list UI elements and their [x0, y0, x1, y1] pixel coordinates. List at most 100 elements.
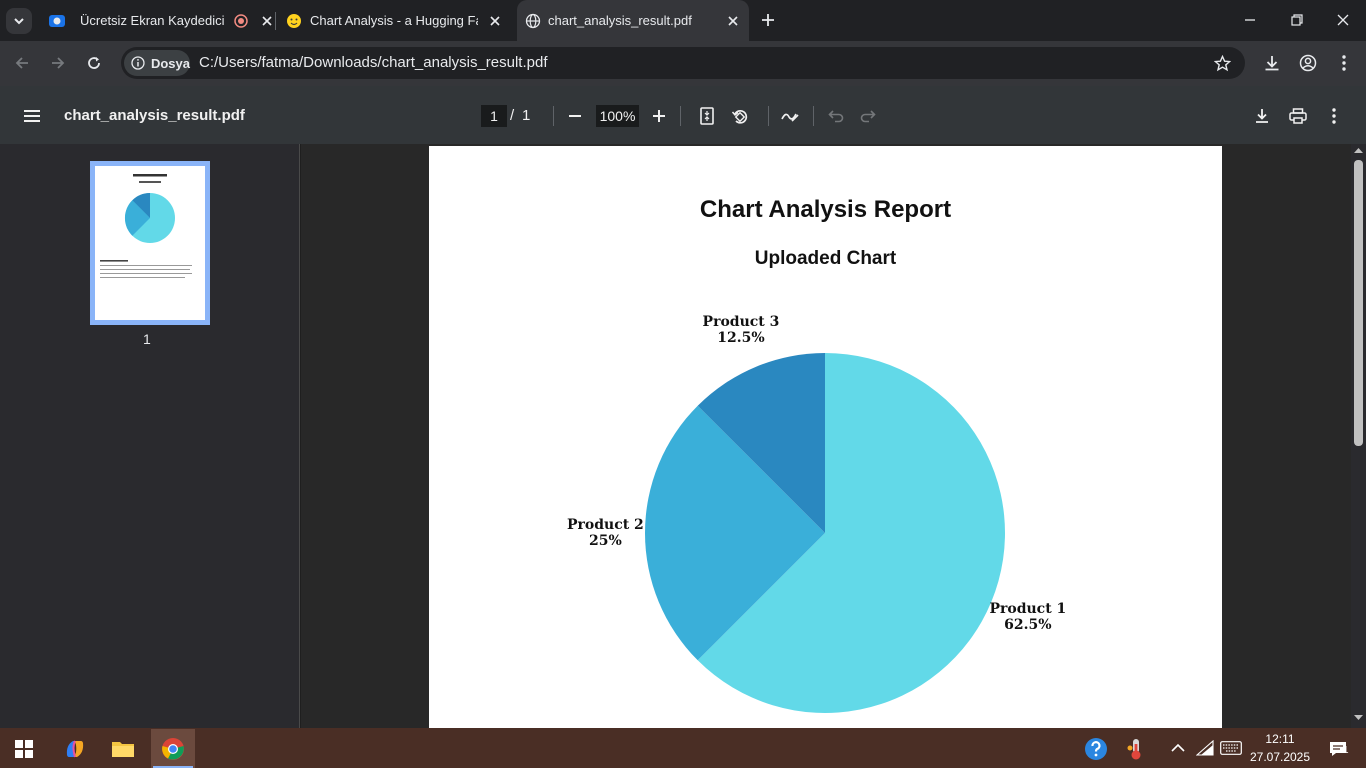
print-icon [1289, 108, 1307, 124]
star-icon [1213, 54, 1231, 71]
tab-screen-recorder[interactable]: Ücretsiz Ekran Kaydedici – V [40, 0, 272, 41]
pdf-toolbar [0, 86, 1366, 144]
clock-time[interactable]: 12:11 [1265, 732, 1295, 746]
minus-icon [569, 115, 581, 117]
back-button[interactable] [10, 51, 34, 75]
active-app-indicator [153, 766, 193, 768]
close-icon[interactable] [262, 15, 272, 26]
close-window-button[interactable] [1329, 8, 1357, 32]
rotate-icon [731, 109, 748, 124]
tab-separator [275, 12, 276, 30]
pdf-more-button[interactable] [1322, 104, 1346, 128]
downloads-button[interactable] [1260, 51, 1284, 75]
notifications-button[interactable]: 1 [1320, 736, 1356, 762]
close-icon[interactable] [728, 15, 738, 26]
tab-title: Ücretsiz Ekran Kaydedici – V [80, 13, 224, 28]
help-icon [1085, 738, 1107, 760]
show-hidden-icons-button[interactable] [1168, 738, 1188, 758]
page-thumbnail[interactable] [90, 161, 210, 325]
redo-button[interactable] [856, 104, 880, 128]
copilot-icon [66, 740, 84, 758]
reload-icon [88, 57, 100, 69]
toolbar-divider [813, 106, 814, 126]
bookmark-button[interactable] [1210, 51, 1234, 75]
url-text[interactable]: C:/Users/fatma/Downloads/chart_analysis_… [199, 54, 548, 71]
keyboard-button[interactable] [1218, 738, 1244, 758]
pie-label: Product 2 [567, 517, 644, 533]
restore-button[interactable] [1283, 8, 1311, 32]
screen-recorder-icon [49, 14, 65, 27]
chrome-icon [162, 737, 184, 760]
zoom-out-button[interactable] [563, 104, 587, 128]
close-icon [1337, 14, 1349, 26]
kebab-menu-icon [1332, 108, 1336, 124]
clock-date[interactable]: 27.07.2025 [1249, 750, 1311, 764]
page-number-input[interactable]: 1 [481, 105, 507, 127]
folder-icon [112, 742, 134, 757]
chevron-down-icon [14, 18, 24, 25]
undo-icon [828, 110, 844, 123]
thumbnail-page-label: 1 [143, 331, 151, 347]
thermometer-icon [1127, 739, 1141, 760]
thumbnail-page-preview [95, 166, 205, 320]
site-info-label: Dosya [150, 55, 190, 71]
pie-label: Product 3 [703, 314, 780, 330]
start-button[interactable] [10, 736, 38, 762]
zoom-in-button[interactable] [647, 104, 671, 128]
pie-percent-label: 62.5% [1004, 617, 1051, 633]
browser-menu-button[interactable] [1332, 51, 1356, 75]
pie-percent-label: 12.5% [717, 330, 764, 346]
rotate-button[interactable] [728, 104, 752, 128]
pie-slice-product-2 [644, 405, 825, 661]
network-button[interactable] [1194, 738, 1216, 758]
help-button[interactable] [1082, 735, 1110, 763]
new-tab-button[interactable] [756, 8, 780, 32]
keyboard-icon [1220, 741, 1242, 755]
tab-pdf[interactable]: chart_analysis_result.pdf [517, 0, 749, 41]
wifi-icon [1196, 740, 1214, 756]
toolbar-divider [680, 106, 681, 126]
copilot-button[interactable] [60, 734, 90, 764]
forward-button[interactable] [46, 51, 70, 75]
thumbnail-content [100, 174, 192, 278]
sidebar-toggle-button[interactable] [20, 104, 44, 128]
reload-button[interactable] [82, 51, 106, 75]
scroll-down-icon[interactable] [1353, 714, 1364, 722]
chart-title: Uploaded Chart [754, 248, 897, 269]
profile-button[interactable] [1296, 51, 1320, 75]
recording-icon [234, 13, 248, 28]
print-button[interactable] [1286, 104, 1310, 128]
file-explorer-button[interactable] [108, 734, 138, 764]
pie-slice-product-1 [697, 353, 1005, 713]
taskbar [0, 728, 1366, 768]
chevron-up-icon [1171, 743, 1185, 752]
annotate-button[interactable] [778, 104, 802, 128]
pdf-download-button[interactable] [1250, 104, 1274, 128]
weather-button[interactable] [1122, 735, 1150, 763]
arrow-right-icon [52, 57, 65, 69]
close-icon[interactable] [490, 15, 500, 26]
minimize-button[interactable] [1236, 8, 1264, 32]
tab-title: chart_analysis_result.pdf [548, 13, 692, 28]
globe-icon [525, 13, 541, 28]
report-title: Chart Analysis Report [699, 196, 952, 223]
address-bar[interactable] [121, 47, 1245, 79]
scroll-up-icon[interactable] [1353, 146, 1364, 154]
tab-search-button[interactable] [6, 8, 32, 34]
zoom-level-input[interactable]: 100% [596, 105, 639, 127]
tab-hugging-face[interactable]: Chart Analysis - a Hugging Face [280, 0, 512, 41]
pie-label: Product 1 [989, 601, 1066, 617]
download-icon [1256, 109, 1268, 123]
site-info-chip[interactable]: Dosya [124, 50, 190, 76]
chrome-taskbar-button[interactable] [151, 729, 195, 768]
undo-button[interactable] [824, 104, 848, 128]
kebab-menu-icon [1342, 55, 1346, 71]
fit-page-button[interactable] [695, 104, 719, 128]
scrollbar-thumb[interactable] [1354, 160, 1363, 446]
restore-icon [1291, 14, 1303, 26]
toolbar-divider [768, 106, 769, 126]
page-separator: / [510, 107, 515, 124]
arrow-left-icon [15, 57, 28, 69]
redo-icon [860, 110, 876, 123]
pie-slice-product-3 [697, 353, 825, 533]
